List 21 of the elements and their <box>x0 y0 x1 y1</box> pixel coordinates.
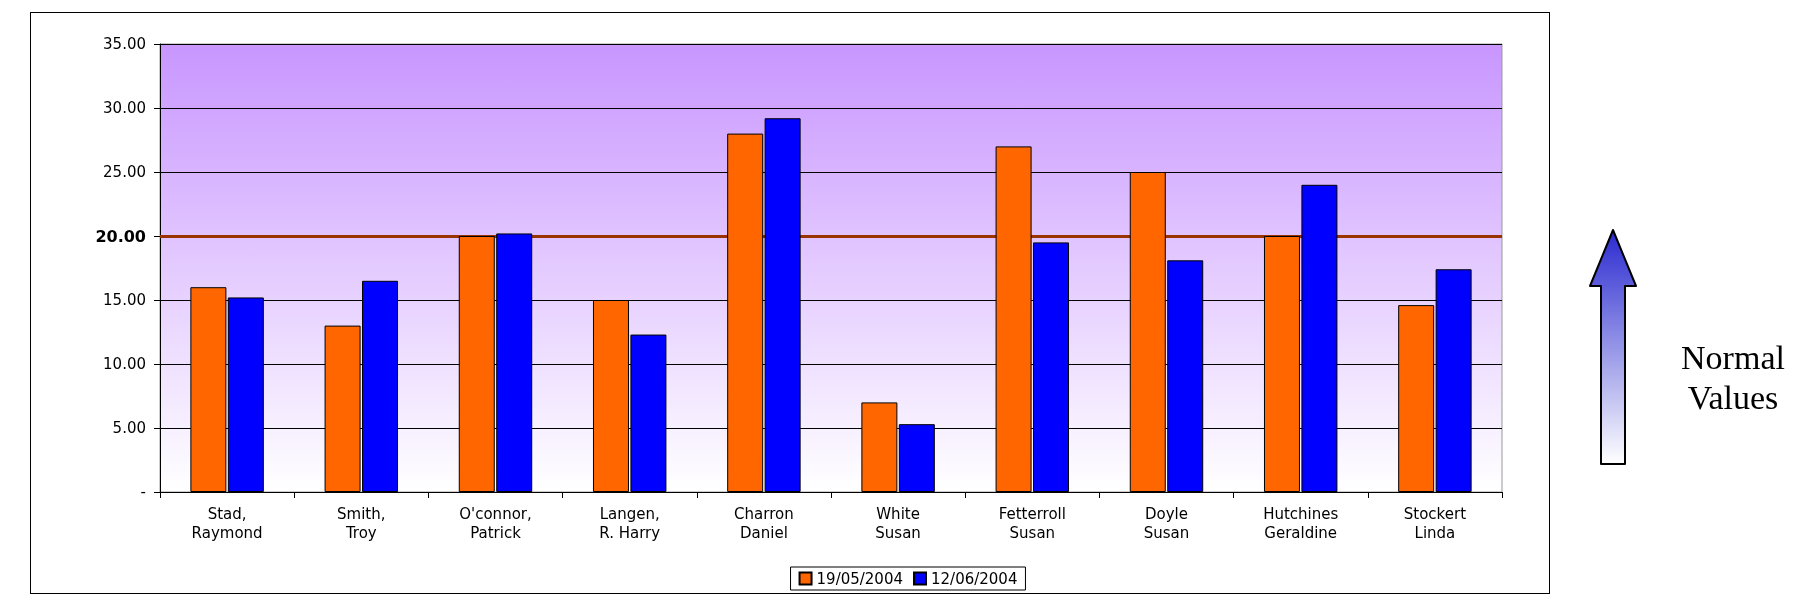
x-tick-label: Langen, R. Harry <box>599 504 661 542</box>
x-tick-label: O'connor, Patrick <box>459 504 532 542</box>
y-tick-label: 25.00 <box>103 163 146 181</box>
y-tick-label: 35.00 <box>103 35 146 53</box>
x-tick-label: Fetterroll Susan <box>998 504 1066 542</box>
x-tick-label: White Susan <box>875 504 921 542</box>
x-tick-label: Doyle Susan <box>1143 504 1190 542</box>
y-tick-label: 20.00 <box>95 226 146 246</box>
x-tick-label: Stockert Linda <box>1403 504 1467 542</box>
x-tick-label: Stad, Raymond <box>191 504 263 542</box>
y-tick-label: 15.00 <box>103 291 146 309</box>
x-tick-label: Hutchines Geraldine <box>1263 504 1339 542</box>
legend-label: 12/06/2004 <box>931 569 1018 588</box>
text: Normal Values <box>1680 338 1786 418</box>
y-tick-label: 30.00 <box>103 99 146 117</box>
legend-label: 19/05/2004 <box>816 569 904 588</box>
y-tick-label: 5.00 <box>112 419 146 437</box>
y-tick-label: - <box>140 483 146 501</box>
x-tick-label: Smith, Troy <box>337 504 386 542</box>
y-tick-label: 10.00 <box>103 355 146 373</box>
x-tick-label: Charron Daniel <box>734 504 794 542</box>
